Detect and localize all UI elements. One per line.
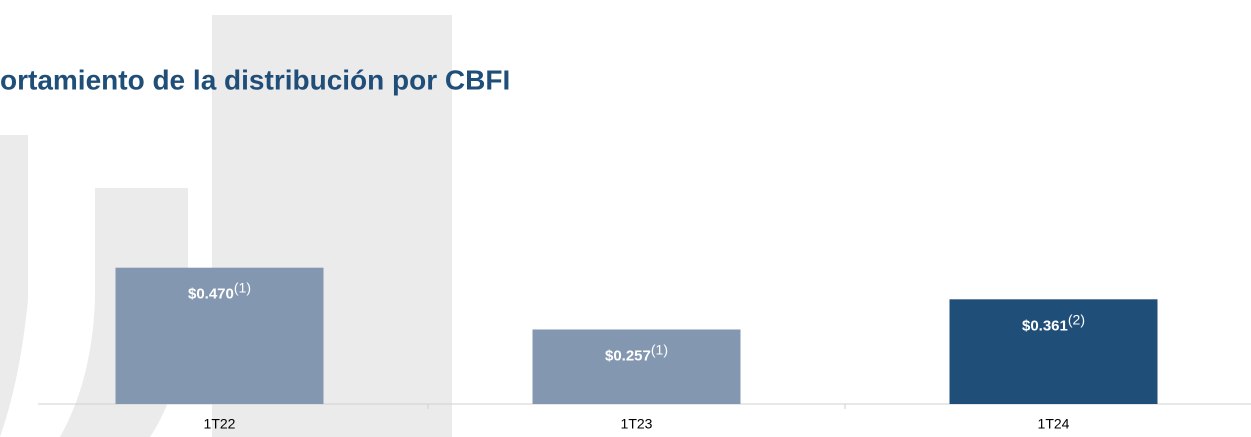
bar bbox=[115, 267, 324, 404]
chart-title: ortamiento de la distribución por CBFI bbox=[0, 64, 510, 95]
x-tick-label: 1T23 bbox=[621, 416, 653, 432]
x-tick-label: 1T24 bbox=[1038, 416, 1070, 432]
footnote-ref: (1) bbox=[651, 341, 668, 357]
value-label: $0.361 bbox=[1022, 317, 1068, 334]
data-label: $0.470(1) bbox=[188, 279, 251, 302]
value-label: $0.470 bbox=[188, 286, 234, 303]
value-label: $0.257 bbox=[605, 347, 651, 364]
data-label: $0.257(1) bbox=[605, 341, 668, 364]
data-label: $0.361(2) bbox=[1022, 311, 1085, 334]
footnote-ref: (2) bbox=[1068, 311, 1085, 327]
bar bbox=[949, 299, 1158, 404]
bar bbox=[532, 329, 741, 404]
x-tick-label: 1T22 bbox=[204, 416, 236, 432]
decor-shape bbox=[0, 135, 28, 437]
footnote-ref: (1) bbox=[234, 279, 251, 295]
